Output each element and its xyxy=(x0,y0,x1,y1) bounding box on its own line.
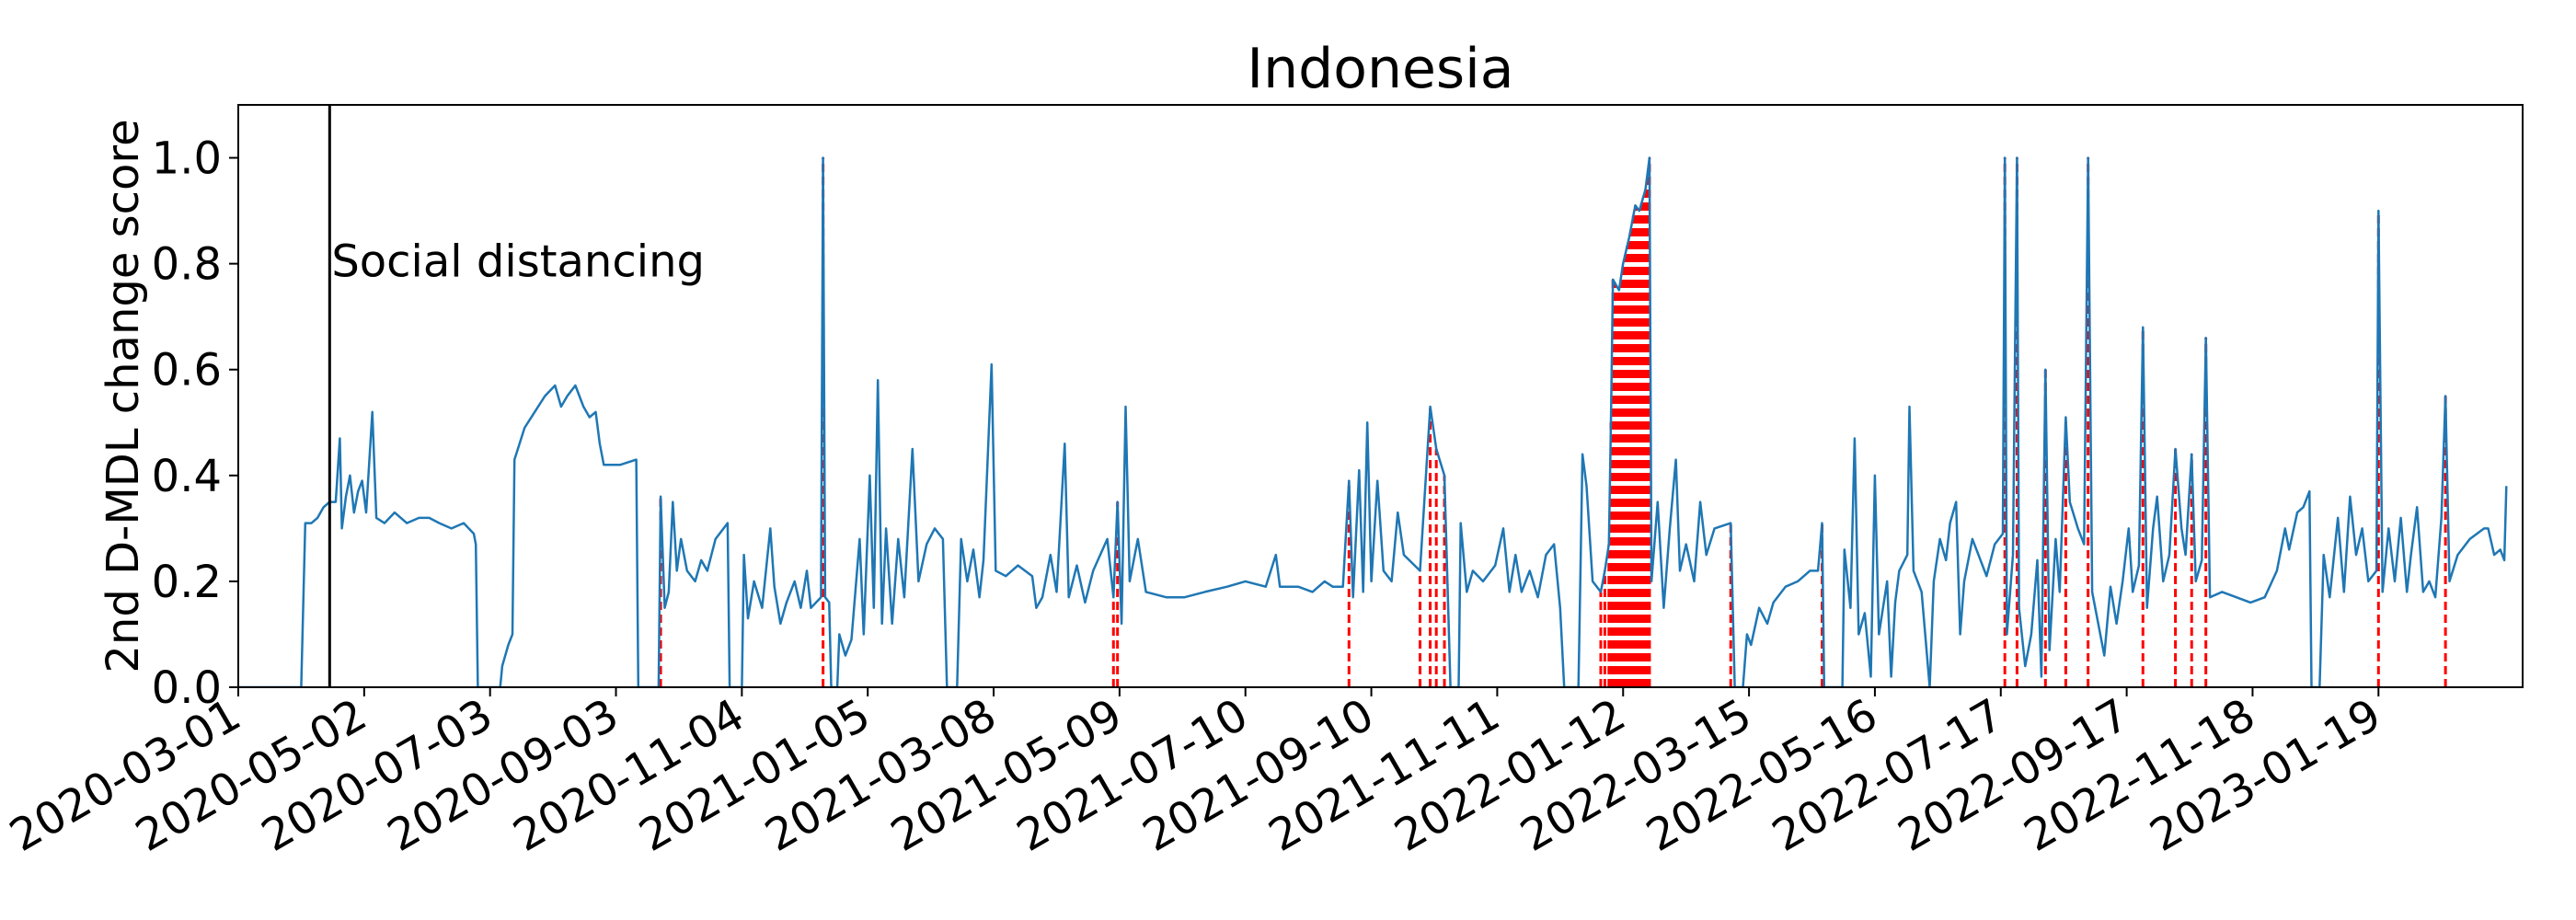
y-tick-label: 0.4 xyxy=(152,451,222,502)
y-tick-label: 1.0 xyxy=(152,133,222,185)
plot-content xyxy=(238,105,2508,687)
y-tick-label: 0.0 xyxy=(152,662,222,714)
social-distancing-annotation: Social distancing xyxy=(331,236,705,288)
series-line xyxy=(238,156,2508,687)
y-tick-label: 0.6 xyxy=(152,345,222,397)
plot-frame xyxy=(237,104,2524,688)
y-tick-label: 0.2 xyxy=(152,557,222,608)
plot-area: 0.00.20.40.60.81.02020-03-012020-05-0220… xyxy=(1,104,2524,862)
chart-title: Indonesia xyxy=(1247,37,1513,101)
y-axis-label: 2nd D-MDL change score xyxy=(98,119,149,673)
y-tick-label: 0.8 xyxy=(152,239,222,291)
